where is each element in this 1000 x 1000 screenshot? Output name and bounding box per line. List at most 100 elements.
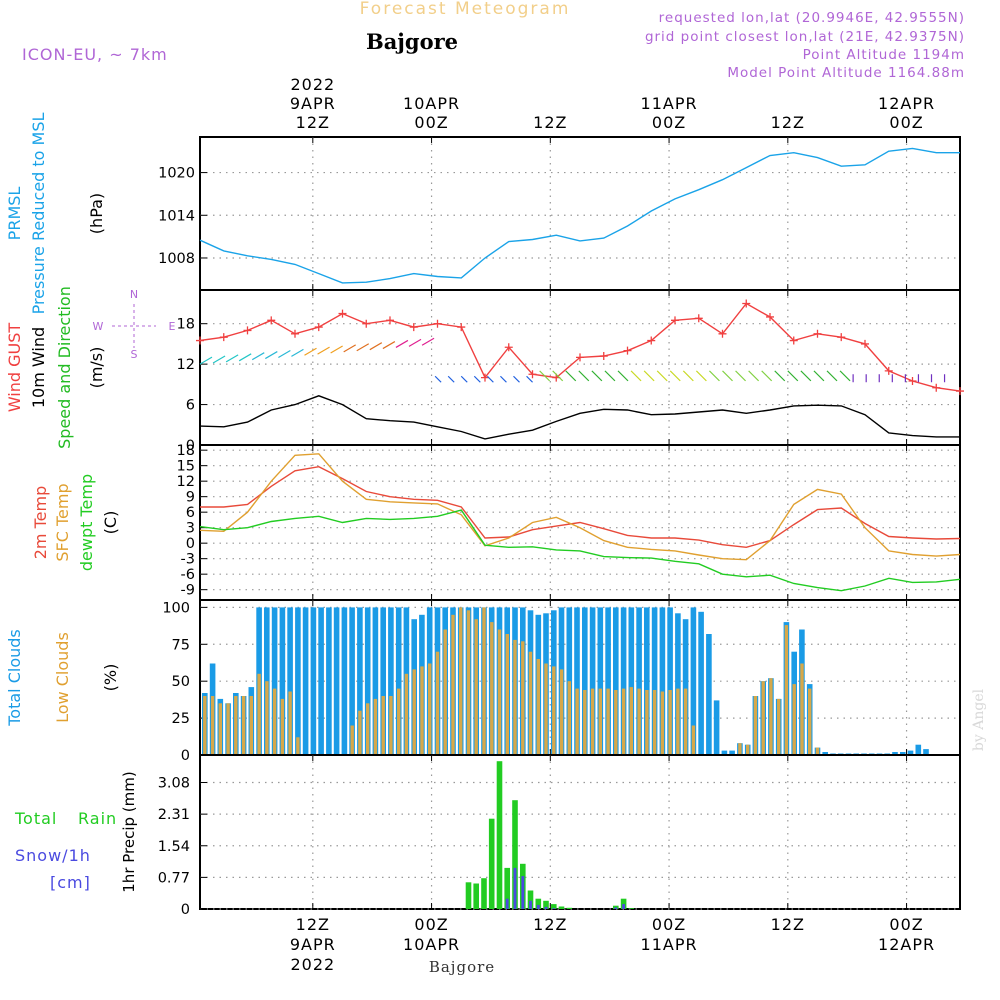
gust-marker-11 — [457, 323, 466, 332]
clouds-bar-1-41 — [521, 641, 525, 755]
clouds-bar-1-56 — [637, 688, 641, 755]
wind-arrow — [813, 370, 825, 382]
time-tick-bottom-0-0: 12Z — [296, 915, 330, 934]
time-tick-top-2-0: 12Z — [533, 113, 567, 132]
clouds-bar-0-63 — [690, 607, 697, 755]
clouds-bar-0-80 — [822, 752, 828, 755]
clouds-bar-1-48 — [575, 688, 579, 755]
wind-arrow — [382, 341, 396, 350]
temperature-ytick-label-5: 6 — [186, 505, 195, 521]
clouds-ytick-label-1: 25 — [172, 711, 190, 727]
clouds-bar-1-33 — [459, 607, 463, 755]
watermark: by Angel — [971, 688, 987, 751]
wind-arrow — [774, 370, 786, 382]
clouds-bar-1-70 — [746, 744, 750, 755]
wind-arrow — [500, 375, 507, 383]
time-tick-top-3-0: 11APR — [641, 94, 698, 113]
clouds-ytick-label-0: 0 — [181, 748, 190, 764]
gust-marker-2 — [243, 326, 252, 335]
precip-bar-0-43 — [535, 898, 542, 909]
clouds-bar-0-67 — [721, 750, 728, 755]
gust-marker-3 — [267, 316, 276, 325]
clouds-bar-0-12 — [295, 607, 301, 755]
wind-arrow — [212, 355, 226, 364]
time-tick-top-5-1: 00Z — [889, 113, 923, 132]
temperature-ytick-label-1: -6 — [181, 567, 195, 583]
clouds-bar-1-57 — [645, 690, 649, 755]
clouds-bar-0-59 — [659, 607, 666, 755]
grid-point-coords: grid point closest lon,lat (21E, 42.9375… — [645, 29, 965, 45]
clouds-bar-0-64 — [698, 611, 704, 755]
wind-arrow — [356, 343, 370, 352]
precip-bar-1-40 — [513, 867, 517, 909]
pressure-series-0 — [199, 147, 960, 284]
precip-bar-0-40 — [512, 800, 518, 909]
precip-legend-1: Rain — [78, 809, 117, 828]
wind-arrow — [408, 338, 422, 347]
clouds-bar-0-56 — [636, 607, 642, 755]
clouds-bar-0-89 — [892, 752, 898, 755]
wind-arrow — [787, 370, 799, 382]
clouds-bar-1-75 — [784, 625, 789, 755]
gust-marker-1 — [219, 333, 228, 342]
wind-ylabel-0: Wind GUST — [5, 323, 24, 413]
clouds-bar-0-61 — [675, 613, 681, 755]
gust-marker-16 — [576, 353, 584, 362]
time-tick-bottom-2-0: 12Z — [533, 915, 567, 934]
gust-marker-13 — [504, 343, 513, 352]
footer-location: Bajgore — [429, 958, 495, 976]
clouds-bar-0-60 — [667, 607, 673, 755]
clouds-bar-1-78 — [808, 688, 812, 755]
time-tick-bottom-5-1: 12APR — [878, 935, 935, 954]
clouds-bar-0-22 — [372, 607, 379, 755]
clouds-bar-1-50 — [590, 688, 595, 755]
wind-ylabel-1: 10m Wind — [29, 327, 48, 408]
clouds-bar-0-49 — [582, 607, 588, 755]
clouds-bar-0-21 — [364, 607, 371, 755]
clouds-bar-0-92 — [915, 744, 922, 755]
clouds-ylabel-1: Low Clouds — [53, 632, 72, 723]
clouds-ytick-label-3: 75 — [172, 637, 190, 653]
wind-arrow — [839, 370, 851, 382]
clouds-bar-0-20 — [357, 607, 363, 755]
gust-marker-4 — [291, 329, 299, 338]
panel-precip: 0 0.77 1.54 2.31 3.08 1hr Precip (mm) Total Rai… — [14, 754, 961, 918]
wind-arrow — [343, 344, 356, 353]
precip-ytick-label-1: 0.77 — [158, 870, 190, 886]
gust-marker-12 — [481, 373, 489, 382]
panels: 1008 1014 1020 PRMSL Pressure Reduced to MSL… — [5, 112, 964, 918]
wind-arrow — [669, 370, 681, 382]
gust-marker-20 — [671, 316, 679, 325]
precip-ytick-label-2: 1.54 — [158, 839, 190, 855]
wind-arrow — [630, 370, 642, 382]
clouds-bar-1-58 — [652, 690, 657, 755]
clouds-bar-0-57 — [644, 607, 650, 755]
precip-legend-3: [cm] — [50, 873, 91, 892]
clouds-bar-1-63 — [691, 725, 696, 755]
temperature-ytick-label-0: -9 — [181, 583, 195, 599]
time-tick-bottom-3-0: 00Z — [652, 915, 686, 934]
pressure-ytick-label-1: 1014 — [158, 208, 195, 224]
wind-arrow — [578, 370, 590, 382]
pressure-ylabel-0: PRMSL — [5, 187, 24, 241]
precip-bar-0-36 — [481, 878, 487, 909]
precip-bar-0-34 — [465, 882, 472, 909]
temperature-ytick-label-9: 18 — [177, 443, 195, 459]
gust-marker-26 — [813, 329, 822, 338]
clouds-bar-1-2 — [218, 703, 222, 755]
pressure-ylabel-1: Pressure Reduced to MSL — [29, 112, 48, 314]
clouds-bar-0-52 — [605, 607, 611, 755]
clouds-bar-1-12 — [296, 737, 300, 755]
wind-arrow — [643, 370, 655, 382]
clouds-bar-0-10 — [279, 607, 286, 755]
clouds-bar-1-4 — [234, 696, 238, 755]
clouds-bar-1-69 — [738, 743, 742, 755]
panel-wind: 0 6 12 18 Wind GUST 10m Wind Speed and Directi… — [5, 286, 964, 454]
wind-arrow — [421, 337, 435, 346]
wind-arrow — [591, 370, 603, 382]
clouds-bar-0-23 — [380, 607, 386, 755]
compass-s: S — [131, 348, 138, 361]
clouds-bar-1-46 — [559, 669, 564, 755]
